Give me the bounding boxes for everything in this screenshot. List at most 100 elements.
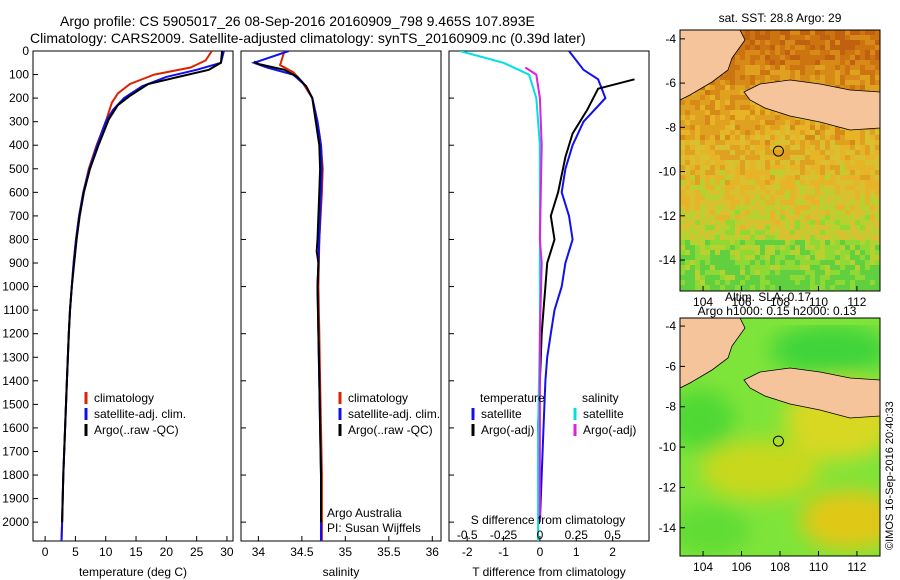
sst-heatmap-cell — [725, 115, 730, 120]
sst-heatmap-cell — [800, 30, 805, 35]
sst-heatmap-cell — [835, 205, 840, 210]
sst-heatmap-cell — [700, 285, 705, 290]
sst-heatmap-cell — [865, 210, 870, 215]
sst-heatmap-cell — [815, 160, 820, 165]
sst-heatmap-cell — [700, 275, 705, 280]
sst-heatmap-cell — [735, 105, 740, 110]
difference-xtick-label: 1 — [573, 545, 580, 559]
header-line-2: Climatology: CARS2009. Satellite-adjuste… — [30, 30, 586, 46]
sst-heatmap-cell — [810, 70, 815, 75]
sst-heatmap-cell — [760, 120, 765, 125]
sst-heatmap-cell — [725, 70, 730, 75]
sst-heatmap-cell — [690, 225, 695, 230]
sst-heatmap-cell — [715, 220, 720, 225]
sst-heatmap-cell — [825, 270, 830, 275]
sst-heatmap-cell — [870, 50, 875, 55]
sst-heatmap-cell — [855, 75, 860, 80]
sst-heatmap-cell — [815, 175, 820, 180]
sst-heatmap-cell — [825, 150, 830, 155]
sst-heatmap-cell — [765, 65, 770, 70]
sst-heatmap-cell — [705, 145, 710, 150]
sst-heatmap-cell — [730, 145, 735, 150]
sst-heatmap-cell — [855, 285, 860, 290]
sst-heatmap-cell — [820, 225, 825, 230]
sst-heatmap-cell — [780, 185, 785, 190]
sla-map-axes: 104 106 108 110 112-4-6-8-10-12-14 — [659, 319, 867, 574]
sst-heatmap-cell — [870, 220, 875, 225]
sst-heatmap-cell — [805, 55, 810, 60]
sst-heatmap-cell — [720, 235, 725, 240]
difference-xtick-label: 0 — [537, 545, 544, 559]
sst-heatmap-cell — [770, 140, 775, 145]
sst-heatmap-cell — [865, 255, 870, 260]
sst-heatmap-cell — [760, 220, 765, 225]
sst-heatmap-cell — [825, 135, 830, 140]
sst-heatmap-cell — [835, 220, 840, 225]
sst-heatmap-cell — [750, 270, 755, 275]
sst-heatmap-cell — [850, 50, 855, 55]
sst-heatmap-cell — [705, 160, 710, 165]
sst-heatmap-cell — [805, 60, 810, 65]
sst-heatmap-cell — [685, 145, 690, 150]
sst-heatmap-cell — [740, 155, 745, 160]
sst-heatmap-cell — [790, 235, 795, 240]
sst-heatmap-cell — [715, 80, 720, 85]
sst-heatmap-cell — [845, 210, 850, 215]
sst-heatmap-cell — [785, 60, 790, 65]
sst-heatmap-cell — [845, 225, 850, 230]
sst-heatmap-cell — [865, 40, 870, 45]
sst-heatmap-cell — [865, 275, 870, 280]
sst-heatmap-cell — [770, 185, 775, 190]
sst-heatmap-cell — [750, 105, 755, 110]
sst-heatmap-cell — [845, 75, 850, 80]
sst-heatmap-cell — [805, 220, 810, 225]
sst-heatmap-cell — [795, 165, 800, 170]
sst-heatmap-cell — [745, 265, 750, 270]
sst-heatmap-cell — [735, 140, 740, 145]
sst-heatmap-cell — [695, 155, 700, 160]
sst-heatmap-cell — [775, 260, 780, 265]
sst-heatmap-cell — [765, 200, 770, 205]
sst-heatmap-cell — [695, 115, 700, 120]
sst-heatmap-cell — [850, 235, 855, 240]
sst-heatmap-cell — [705, 150, 710, 155]
sst-heatmap-cell — [825, 245, 830, 250]
sst-heatmap-cell — [710, 255, 715, 260]
sst-heatmap-cell — [780, 225, 785, 230]
sst-heatmap-cell — [830, 130, 835, 135]
sst-heatmap-cell — [745, 245, 750, 250]
sst-heatmap-cell — [785, 50, 790, 55]
sst-heatmap-cell — [775, 230, 780, 235]
sst-heatmap-cell — [875, 135, 880, 140]
sst-heatmap-cell — [730, 115, 735, 120]
sst-heatmap-cell — [865, 30, 870, 35]
sst-heatmap-cell — [865, 220, 870, 225]
sst-heatmap-cell — [815, 225, 820, 230]
sst-heatmap-cell — [870, 215, 875, 220]
sst-heatmap-cell — [820, 275, 825, 280]
sst-heatmap-cell — [710, 110, 715, 115]
sst-heatmap-cell — [835, 125, 840, 130]
sst-heatmap-cell — [815, 200, 820, 205]
temperature-ytick-label: 1600 — [2, 421, 29, 435]
sst-heatmap-cell — [680, 280, 685, 285]
sst-heatmap-cell — [685, 105, 690, 110]
sst-heatmap-cell — [690, 280, 695, 285]
sst-heatmap-cell — [840, 270, 845, 275]
sst-heatmap-cell — [710, 240, 715, 245]
header-line-1: Argo profile: CS 5905017_26 08-Sep-2016 … — [60, 13, 535, 29]
sst-heatmap-cell — [860, 140, 865, 145]
sst-heatmap-cell — [865, 135, 870, 140]
difference-frame — [448, 50, 650, 542]
sst-heatmap-cell — [765, 270, 770, 275]
sst-heatmap-cell — [850, 245, 855, 250]
sst-heatmap-cell — [805, 30, 810, 35]
sst-heatmap-cell — [850, 70, 855, 75]
sst-heatmap-cell — [800, 255, 805, 260]
sst-heatmap-cell — [855, 265, 860, 270]
sst-heatmap-cell — [760, 205, 765, 210]
sst-heatmap-cell — [735, 90, 740, 95]
sst-heatmap-cell — [745, 80, 750, 85]
sst-heatmap-cell — [825, 210, 830, 215]
sst-heatmap-cell — [745, 230, 750, 235]
